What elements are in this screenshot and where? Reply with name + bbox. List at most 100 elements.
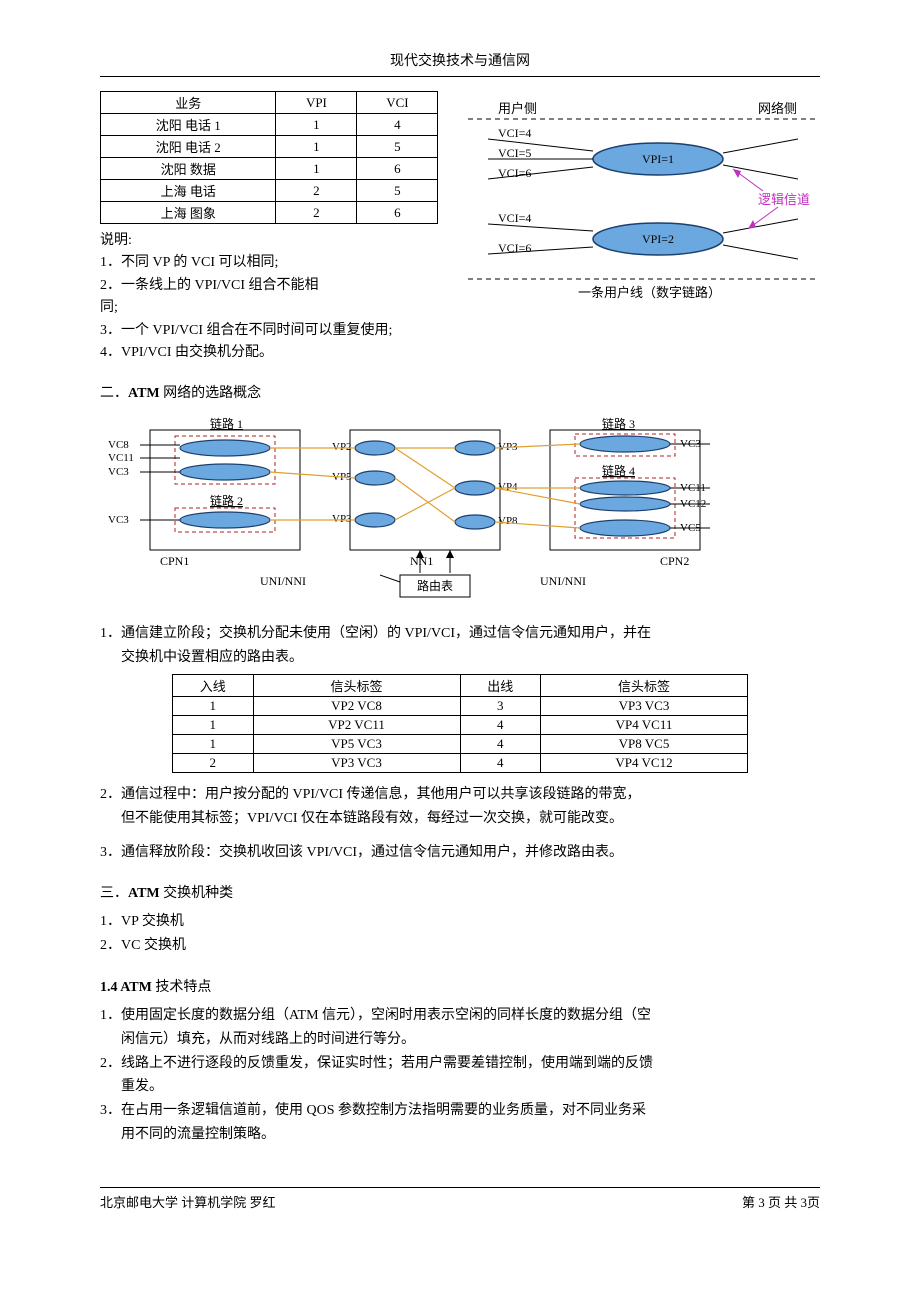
routing-diagram: 链路 1链路 2链路 3链路 4VC8VC11VC3VC3VP2VP5VP3VP… bbox=[100, 410, 820, 610]
note-item: 2．一条线上的 VPI/VCI 组合不能相 bbox=[100, 275, 438, 297]
route-cell: 4 bbox=[460, 715, 541, 734]
note-item: 3．一个 VPI/VCI 组合在不同时间可以重复使用; bbox=[100, 320, 438, 342]
svg-text:VC11: VC11 bbox=[108, 452, 134, 464]
note-item: 1．不同 VP 的 VCI 可以相同; bbox=[100, 252, 438, 274]
svg-text:UNI/NNI: UNI/NNI bbox=[540, 574, 586, 588]
route-col-header: 信头标签 bbox=[253, 674, 460, 696]
route-cell: 3 bbox=[460, 696, 541, 715]
svg-text:链路 3: 链路 3 bbox=[602, 416, 635, 431]
vpi-cell: 2 bbox=[276, 180, 357, 202]
vpi-cell: 2 bbox=[276, 202, 357, 224]
vpi-cell: 6 bbox=[357, 158, 438, 180]
svg-text:UNI/NNI: UNI/NNI bbox=[260, 574, 306, 588]
route-cell: 4 bbox=[460, 753, 541, 772]
vpi-cell: 6 bbox=[357, 202, 438, 224]
page-footer: 北京邮电大学 计算机学院 罗红 第 3 页 共 3页 bbox=[100, 1187, 820, 1211]
vpi-cell: 上海 图象 bbox=[101, 202, 276, 224]
svg-text:链路 1: 链路 1 bbox=[210, 416, 243, 431]
route-cell: VP4 VC12 bbox=[541, 753, 748, 772]
vpi-cell: 沈阳 电话 1 bbox=[101, 114, 276, 136]
svg-text:VC8: VC8 bbox=[108, 439, 129, 451]
route-cell: VP2 VC8 bbox=[253, 696, 460, 715]
route-cell: 1 bbox=[173, 715, 254, 734]
sec3-item: 2．VC 交换机 bbox=[100, 934, 820, 958]
route-cell: VP8 VC5 bbox=[541, 734, 748, 753]
vpi-col-header: VPI bbox=[276, 92, 357, 114]
svg-text:VCI=4: VCI=4 bbox=[498, 211, 531, 225]
svg-text:VPI=2: VPI=2 bbox=[642, 232, 674, 246]
svg-text:VCI=4: VCI=4 bbox=[498, 126, 531, 140]
vpi-vci-table: 业务VPIVCI 沈阳 电话 114沈阳 电话 215沈阳 数据16上海 电话2… bbox=[100, 91, 438, 224]
notes-title: 说明: bbox=[100, 230, 438, 252]
vpi-cell: 1 bbox=[276, 114, 357, 136]
routing-table: 入线信头标签出线信头标签 1VP2 VC83VP3 VC31VP2 VC114V… bbox=[172, 674, 748, 773]
svg-text:网络侧: 网络侧 bbox=[758, 101, 797, 116]
route-cell: VP2 VC11 bbox=[253, 715, 460, 734]
vpi-col-header: VCI bbox=[357, 92, 438, 114]
svg-text:VC3: VC3 bbox=[108, 466, 129, 478]
footer-right: 第 3 页 共 3页 bbox=[742, 1192, 820, 1211]
route-cell: VP3 VC3 bbox=[541, 696, 748, 715]
sec4-item-cont: 重发。 bbox=[100, 1075, 820, 1099]
svg-text:链路 4: 链路 4 bbox=[602, 463, 635, 478]
section3-list: 1．VP 交换机2．VC 交换机 bbox=[100, 910, 820, 958]
vpi-cell: 5 bbox=[357, 136, 438, 158]
vpi-diagram: 用户侧 网络侧 VPI=1 VCI=4 VCI=5 VCI=6 VPI=2 VCI=4 VCI=… bbox=[458, 99, 828, 309]
footer-left: 北京邮电大学 计算机学院 罗红 bbox=[100, 1192, 276, 1211]
svg-text:路由表: 路由表 bbox=[417, 578, 453, 593]
para3: 3．通信释放阶段：交换机收回该 VPI/VCI，通过信令信元通知用户，并修改路由… bbox=[100, 841, 820, 865]
vpi-cell: 沈阳 电话 2 bbox=[101, 136, 276, 158]
route-cell: 4 bbox=[460, 734, 541, 753]
svg-text:VP8: VP8 bbox=[498, 515, 518, 527]
s3p: 三． bbox=[100, 886, 128, 901]
p1t1: 通信建立阶段；交换机分配未使用（空闲）的 VPI/VCI，通过信令信元通知用户，… bbox=[121, 626, 651, 641]
sec4-item-cont: 用不同的流量控制策略。 bbox=[100, 1123, 820, 1147]
svg-text:VP3: VP3 bbox=[332, 513, 352, 525]
p3n: 3． bbox=[100, 845, 121, 860]
note-item: 4．VPI/VCI 由交换机分配。 bbox=[100, 342, 438, 364]
vpi-cell: 1 bbox=[276, 136, 357, 158]
section4-title: 1.4 ATM 技术特点 bbox=[100, 976, 820, 996]
s3r: 交换机种类 bbox=[160, 886, 234, 901]
route-col-header: 出线 bbox=[460, 674, 541, 696]
route-col-header: 信头标签 bbox=[541, 674, 748, 696]
sec4-item: 1．使用固定长度的数据分组（ATM 信元），空闲时用表示空闲的同样长度的数据分组… bbox=[100, 1004, 820, 1028]
sec3-item: 1．VP 交换机 bbox=[100, 910, 820, 934]
route-cell: 1 bbox=[173, 696, 254, 715]
p1n: 1． bbox=[100, 626, 121, 641]
svg-text:用户侧: 用户侧 bbox=[498, 101, 537, 116]
svg-text:VPI=1: VPI=1 bbox=[642, 152, 674, 166]
s4r: 技术特点 bbox=[152, 980, 212, 995]
vpi-cell: 上海 电话 bbox=[101, 180, 276, 202]
section3-title: 三．ATM 交换机种类 bbox=[100, 882, 820, 902]
svg-text:CPN1: CPN1 bbox=[160, 554, 189, 568]
svg-text:逻辑信道: 逻辑信道 bbox=[758, 192, 810, 207]
svg-text:VCI=6: VCI=6 bbox=[498, 166, 531, 180]
route-cell: VP5 VC3 bbox=[253, 734, 460, 753]
svg-text:VP2: VP2 bbox=[332, 441, 352, 453]
vpi-cell: 4 bbox=[357, 114, 438, 136]
note-item: 同; bbox=[100, 297, 438, 319]
s4b: ATM bbox=[120, 980, 152, 995]
route-cell: VP3 VC3 bbox=[253, 753, 460, 772]
s3b: ATM bbox=[128, 886, 160, 901]
route-cell: 2 bbox=[173, 753, 254, 772]
route-col-header: 入线 bbox=[173, 674, 254, 696]
vpi-cell: 沈阳 数据 bbox=[101, 158, 276, 180]
p2t1: 通信过程中：用户按分配的 VPI/VCI 传递信息，其他用户可以共享该段链路的带… bbox=[121, 787, 641, 802]
sec4-item-cont: 闲信元）填充，从而对线路上的时间进行等分。 bbox=[100, 1028, 820, 1052]
s4n: 1.4 bbox=[100, 980, 120, 995]
svg-text:VCI=5: VCI=5 bbox=[498, 146, 531, 160]
svg-text:一条用户线（数字链路）: 一条用户线（数字链路） bbox=[578, 285, 721, 300]
notes-block: 说明: 1．不同 VP 的 VCI 可以相同;2．一条线上的 VPI/VCI 组… bbox=[100, 230, 438, 364]
page-header-title: 现代交换技术与通信网 bbox=[100, 50, 820, 70]
sec2-bold: ATM bbox=[128, 386, 160, 401]
sec2-prefix: 二． bbox=[100, 386, 128, 401]
svg-text:VCI=6: VCI=6 bbox=[498, 241, 531, 255]
vpi-col-header: 业务 bbox=[101, 92, 276, 114]
svg-text:CPN2: CPN2 bbox=[660, 554, 689, 568]
svg-text:VC3: VC3 bbox=[108, 514, 129, 526]
sec2-rest: 网络的选路概念 bbox=[160, 386, 262, 401]
p3t: 通信释放阶段：交换机收回该 VPI/VCI，通过信令信元通知用户，并修改路由表。 bbox=[121, 845, 623, 860]
para2: 2．通信过程中：用户按分配的 VPI/VCI 传递信息，其他用户可以共享该段链路… bbox=[100, 783, 820, 831]
